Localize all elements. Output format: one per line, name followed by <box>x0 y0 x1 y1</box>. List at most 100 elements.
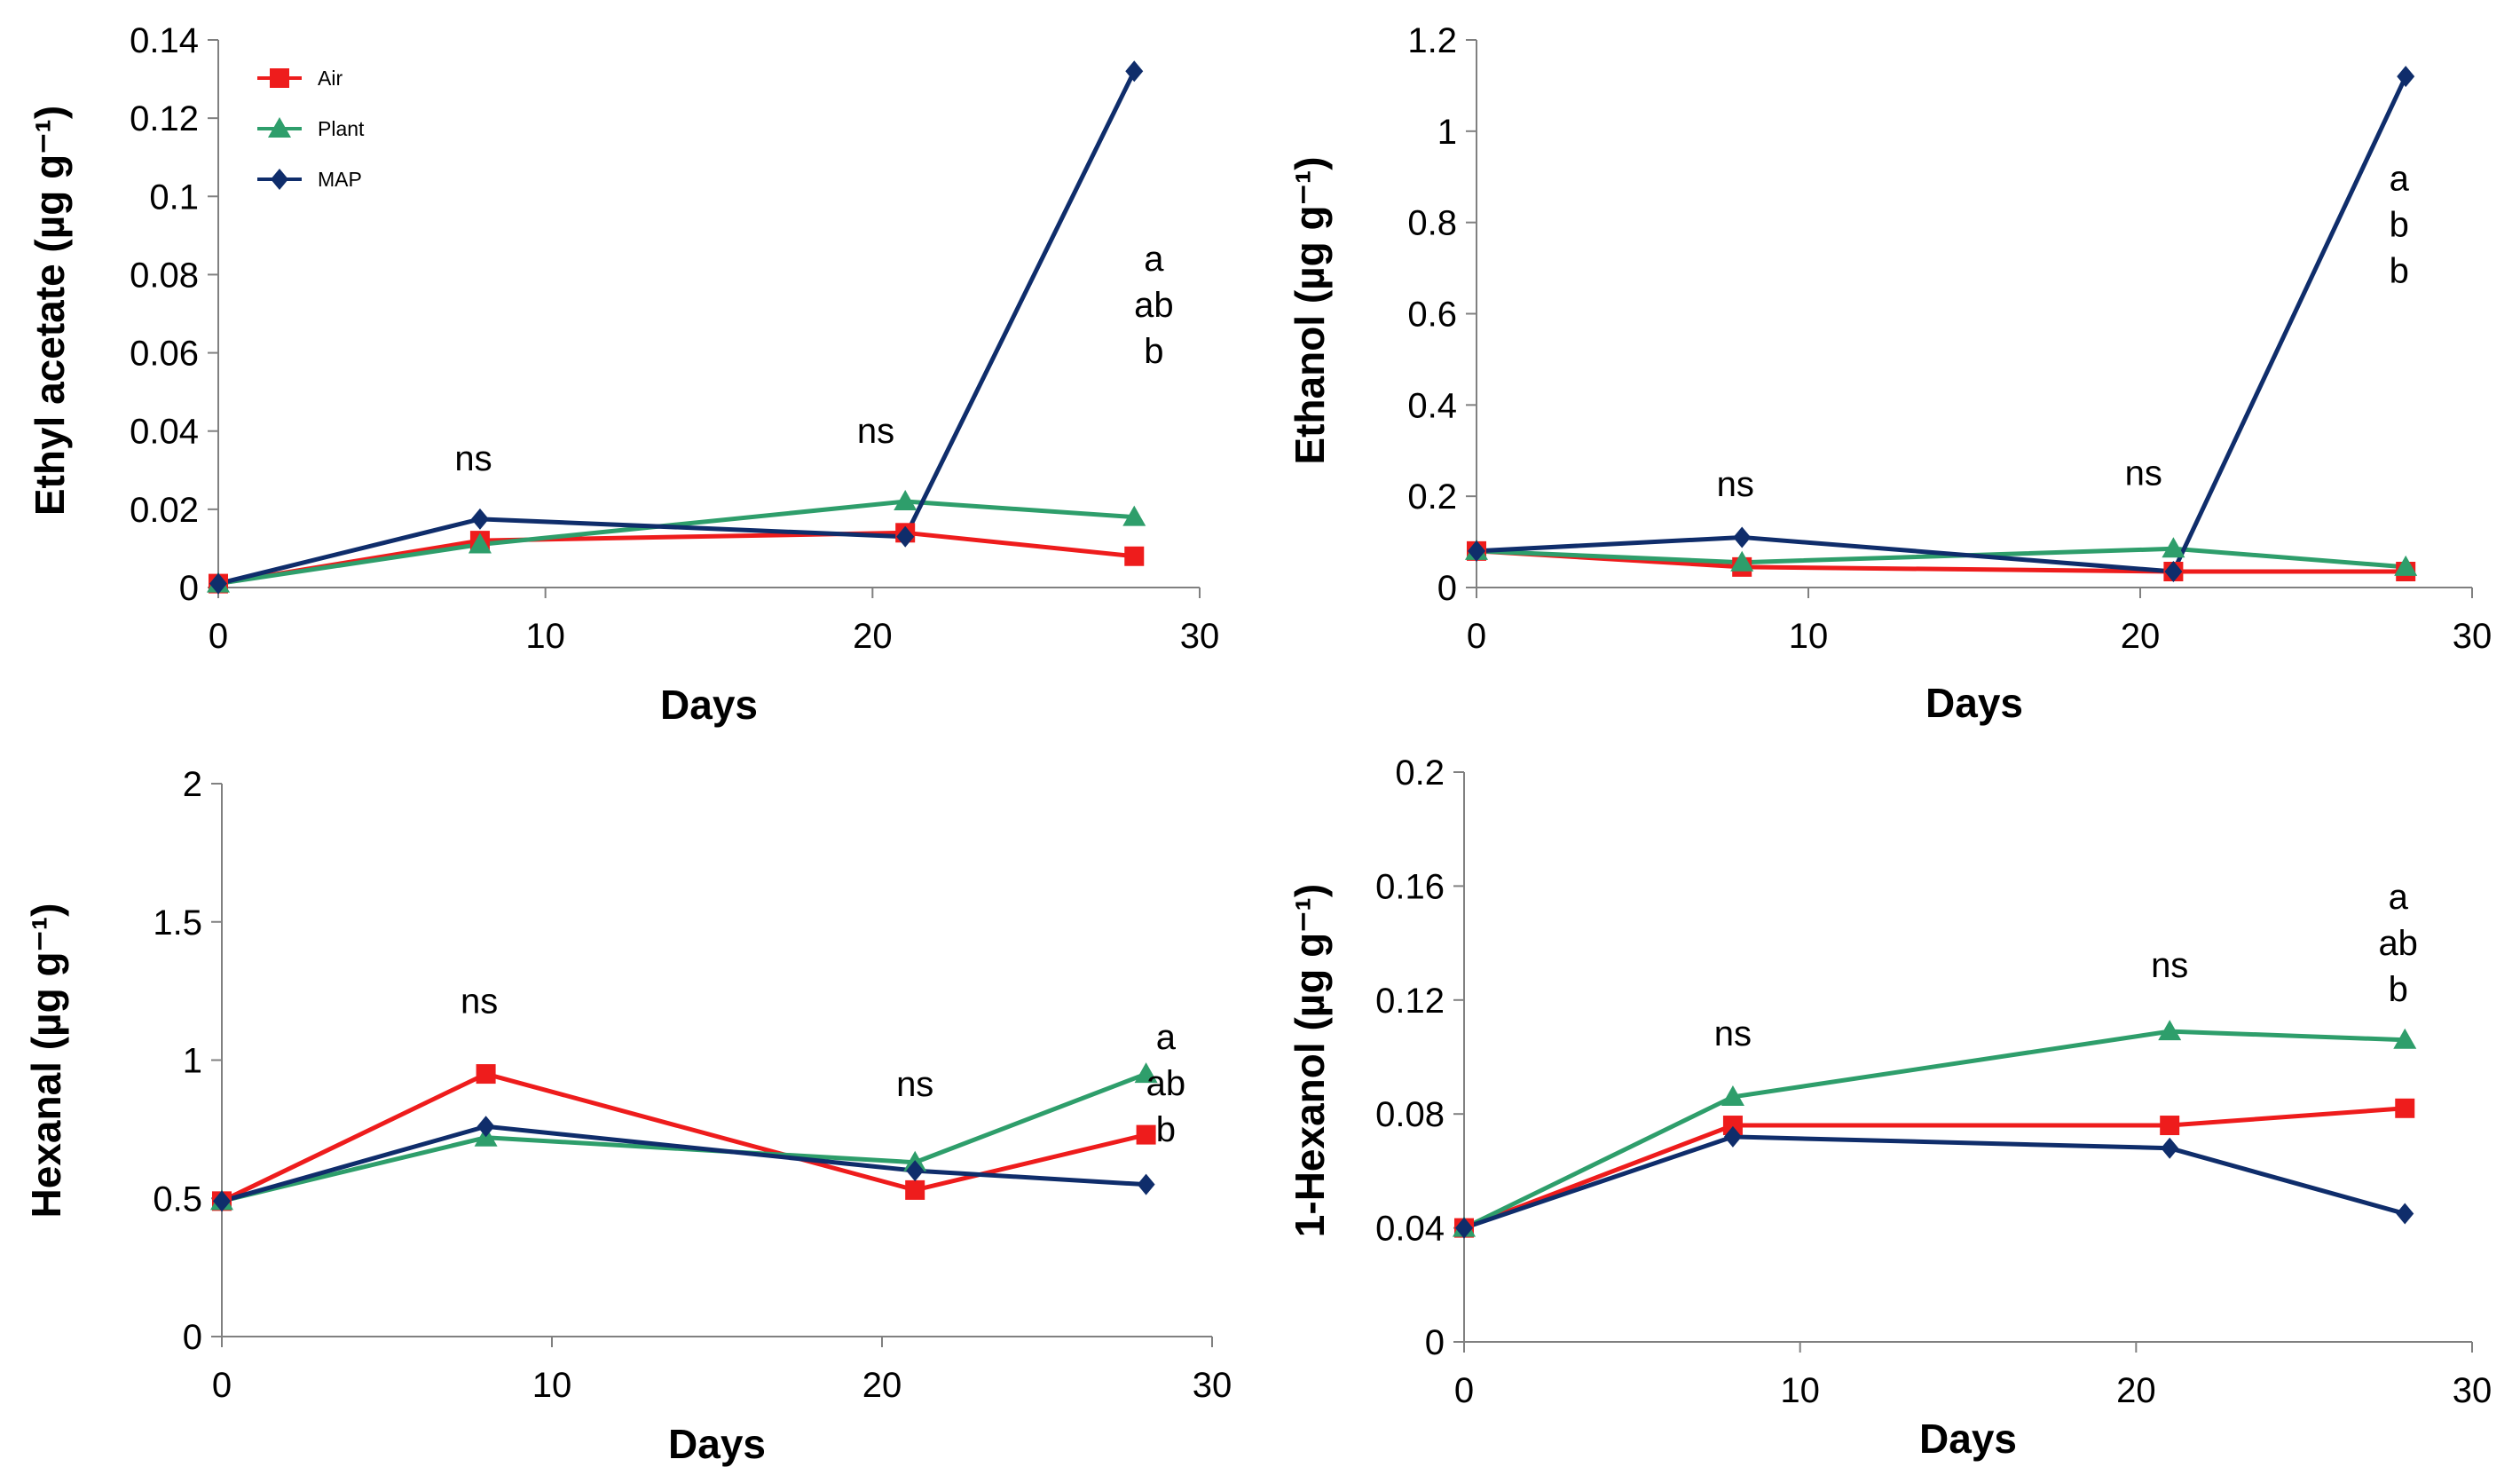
x-axis-title: Days <box>1919 1416 2017 1462</box>
data-point-map <box>2397 66 2415 88</box>
y-tick-label: 0.02 <box>130 491 199 530</box>
significance-label: b <box>2390 252 2409 291</box>
y-tick-label: 0 <box>183 1318 202 1357</box>
y-tick-label: 0.16 <box>1375 867 1445 906</box>
y-axis-title: Ethanol (µg g⁻¹) <box>1287 156 1333 464</box>
y-tick-label: 0.1 <box>149 177 199 217</box>
series-line-map <box>221 1124 1146 1203</box>
significance-label: ns <box>2125 454 2162 493</box>
y-tick-label: 2 <box>183 765 202 804</box>
data-point-air <box>1722 1116 1743 1136</box>
data-point-plant <box>894 490 917 511</box>
data-point-map <box>906 1160 925 1182</box>
series-line-air <box>217 530 1135 587</box>
significance-label: a <box>1156 1018 1177 1057</box>
data-point-map <box>1137 1173 1155 1195</box>
y-tick-label: 1 <box>183 1042 202 1081</box>
series-line-map <box>1463 1134 2406 1230</box>
significance-label: ns <box>1717 465 1754 504</box>
significance-label: ab <box>2378 924 2418 963</box>
data-point-map <box>2396 1203 2414 1225</box>
legend-marker-map <box>271 169 288 190</box>
legend-label-air: Air <box>318 67 343 90</box>
x-tick-label: 30 <box>2453 1371 2492 1410</box>
series-line-air <box>1476 548 2406 574</box>
data-point-plant <box>1721 1085 1744 1106</box>
series-line-plant <box>221 1071 1147 1203</box>
y-tick-label: 0.08 <box>1375 1095 1445 1134</box>
x-tick-label: 10 <box>532 1366 572 1405</box>
y-tick-label: 0.14 <box>130 21 199 60</box>
significance-label: b <box>2390 206 2409 245</box>
data-point-air <box>905 1179 925 1200</box>
data-point-map <box>470 508 489 530</box>
legend-marker-air <box>270 68 289 88</box>
legend-label-plant: Plant <box>318 117 365 140</box>
data-point-map <box>896 525 915 548</box>
legend: Air Plant MAP <box>257 67 365 191</box>
series-line-air <box>1463 1106 2406 1230</box>
y-tick-label: 0.2 <box>1407 477 1457 517</box>
x-axis-title: Days <box>668 1421 766 1467</box>
significance-label: ns <box>2151 946 2188 985</box>
y-tick-label: 0 <box>179 569 199 608</box>
data-point-air <box>1124 546 1145 566</box>
significance-label: b <box>2389 970 2408 1009</box>
significance-label: ab <box>1134 286 1174 325</box>
y-tick-label: 0.04 <box>1375 1210 1445 1249</box>
y-tick-label: 1 <box>1437 113 1457 152</box>
y-tick-label: 0.2 <box>1395 753 1445 793</box>
x-axis-title: Days <box>660 682 758 728</box>
data-point-map <box>1125 60 1144 83</box>
x-tick-label: 30 <box>1180 617 1220 656</box>
data-point-air <box>1136 1124 1156 1145</box>
significance-label: b <box>1156 1110 1176 1149</box>
data-point-map <box>2161 1137 2179 1159</box>
data-point-plant <box>2162 537 2185 558</box>
data-point-plant <box>1730 550 1754 572</box>
y-tick-label: 0.6 <box>1407 296 1457 335</box>
y-tick-label: 1.2 <box>1407 21 1457 60</box>
data-point-plant <box>2393 1028 2417 1049</box>
data-point-map <box>213 1190 231 1212</box>
data-point-plant <box>468 532 492 554</box>
x-tick-label: 30 <box>2453 617 2492 656</box>
y-tick-label: 0.06 <box>130 335 199 374</box>
y-tick-label: 0.8 <box>1407 204 1457 243</box>
x-tick-label: 0 <box>1467 617 1486 656</box>
significance-label: a <box>2389 878 2409 917</box>
data-point-plant <box>2158 1020 2182 1041</box>
significance-label: b <box>1144 332 1163 371</box>
chart-2: 0 0.2 0.4 0.6 0.8 1 1.2 0 10 20 30 Days Ethanol (µg … <box>1287 21 2492 726</box>
significance-label: ns <box>461 982 498 1022</box>
data-point-map <box>209 572 227 595</box>
y-tick-label: 0.08 <box>130 256 199 295</box>
legend-marker-plant <box>268 117 291 138</box>
y-axis-title: Hexanal (µg g⁻¹) <box>23 903 69 1219</box>
significance-label: ab <box>1146 1064 1186 1103</box>
data-point-plant <box>1134 1062 1158 1084</box>
x-tick-label: 30 <box>1193 1366 1232 1405</box>
chart-4: 0 0.04 0.08 0.12 0.16 0.2 0 10 20 30 Days 1-Hexanol… <box>1287 753 2492 1462</box>
significance-label: ns <box>896 1065 933 1104</box>
data-point-map <box>1468 540 1485 562</box>
series-line-map <box>217 70 1137 587</box>
data-point-air <box>2395 1098 2415 1118</box>
x-axis-title: Days <box>1925 680 2023 726</box>
x-tick-label: 10 <box>525 617 565 656</box>
x-tick-label: 20 <box>2121 617 2161 656</box>
significance-label: ns <box>1714 1014 1752 1053</box>
chart-1: 0 0.02 0.04 0.06 0.08 0.1 0.12 0.14 0 10 20 30 Days E… <box>27 21 1219 728</box>
series-line-plant <box>1462 1029 2406 1230</box>
y-tick-label: 0.12 <box>1375 982 1445 1021</box>
y-tick-label: 0.4 <box>1407 386 1457 425</box>
significance-label: a <box>1144 240 1164 279</box>
x-tick-label: 0 <box>212 1366 232 1405</box>
x-tick-label: 0 <box>209 617 228 656</box>
x-tick-label: 10 <box>1789 617 1829 656</box>
data-point-air <box>476 1064 496 1085</box>
y-tick-label: 0.12 <box>130 99 199 138</box>
x-tick-label: 20 <box>853 617 893 656</box>
